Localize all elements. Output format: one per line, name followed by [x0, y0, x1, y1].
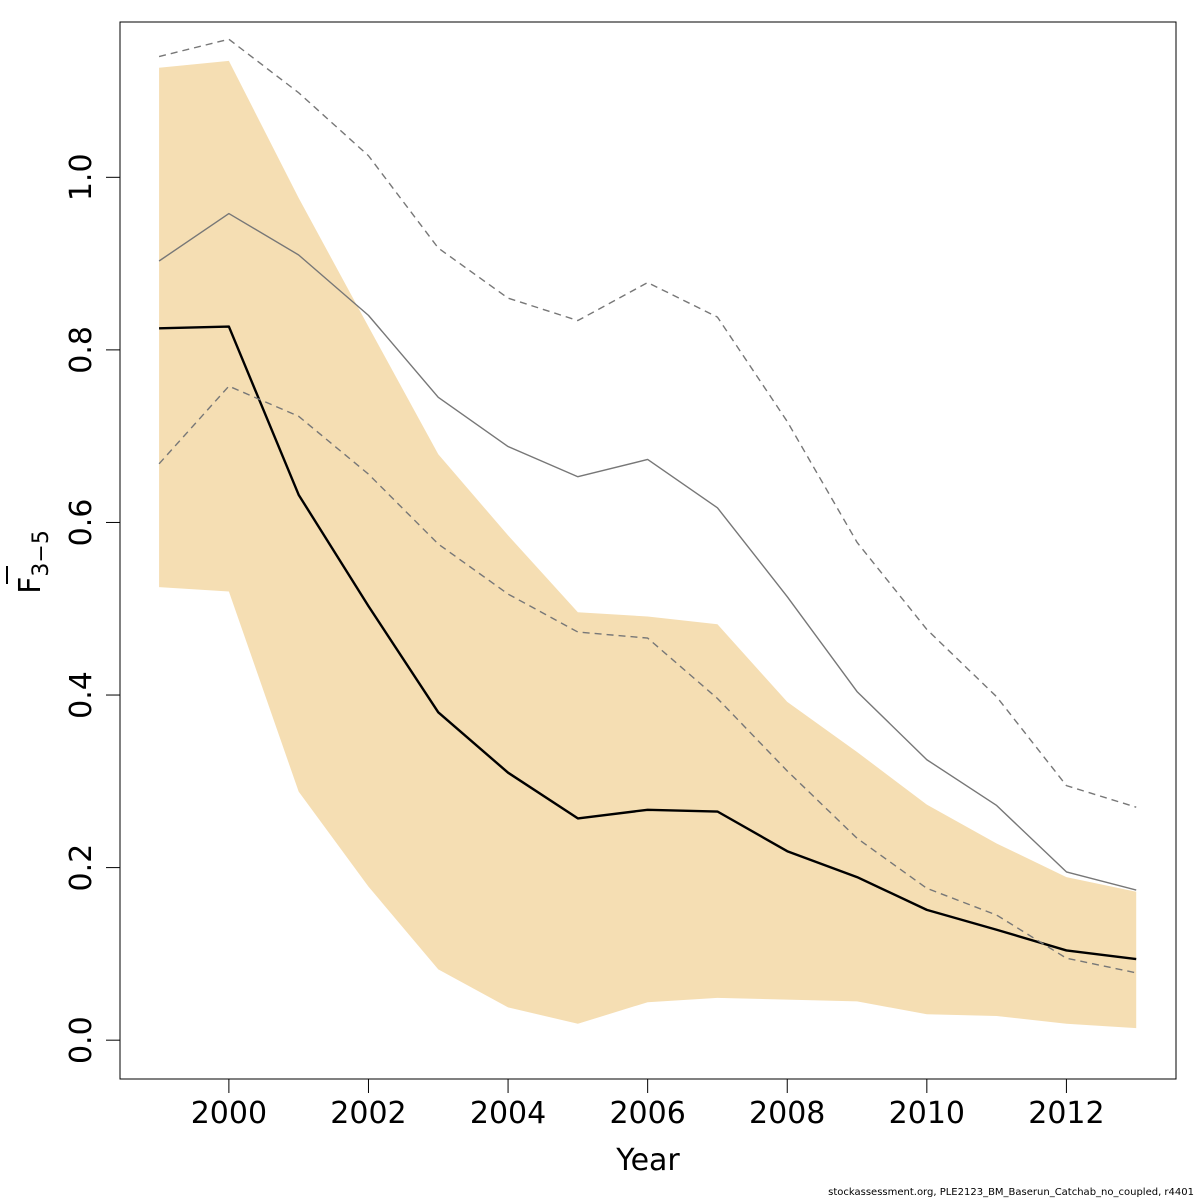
estimate-line — [159, 325, 1137, 961]
x-axis-label: Year — [615, 1143, 680, 1178]
y-tick-label: 0.2 — [64, 844, 99, 892]
y-tick-label: 1.0 — [64, 153, 99, 201]
x-tick-label: 2010 — [889, 1096, 965, 1131]
svg-text:F3−5: F3−5 — [13, 530, 54, 594]
x-tick-label: 2002 — [330, 1096, 406, 1131]
y-tick-label: 0.0 — [64, 1016, 99, 1064]
y-tick-label: 0.6 — [64, 499, 99, 547]
y-axis-label-base: F — [13, 577, 48, 594]
x-tick-label: 2004 — [470, 1096, 546, 1131]
confidence-band-layer — [159, 60, 1137, 1029]
confidence-band — [159, 60, 1137, 1029]
y-tick-label: 0.4 — [64, 671, 99, 719]
y-axis-label-subscript: 3−5 — [29, 530, 54, 576]
x-tick-label: 2006 — [609, 1096, 685, 1131]
upper-solid-line — [158, 212, 1137, 891]
x-tick-label: 2000 — [191, 1096, 267, 1131]
y-axis: 0.0 0.2 0.4 0.6 0.8 1.0 — [64, 153, 120, 1064]
x-tick-label: 2012 — [1028, 1096, 1104, 1131]
x-tick-label: 2008 — [749, 1096, 825, 1131]
series-layer — [158, 38, 1137, 974]
footer-credit: stockassessment.org, PLE2123_BM_Baserun_… — [828, 1187, 1194, 1198]
y-axis-label: F3−5 — [6, 530, 54, 594]
x-axis: 2000 2002 2004 2006 2008 2010 2012 — [191, 1079, 1105, 1131]
lower-dashed-line — [158, 385, 1137, 974]
y-tick-label: 0.8 — [64, 326, 99, 374]
